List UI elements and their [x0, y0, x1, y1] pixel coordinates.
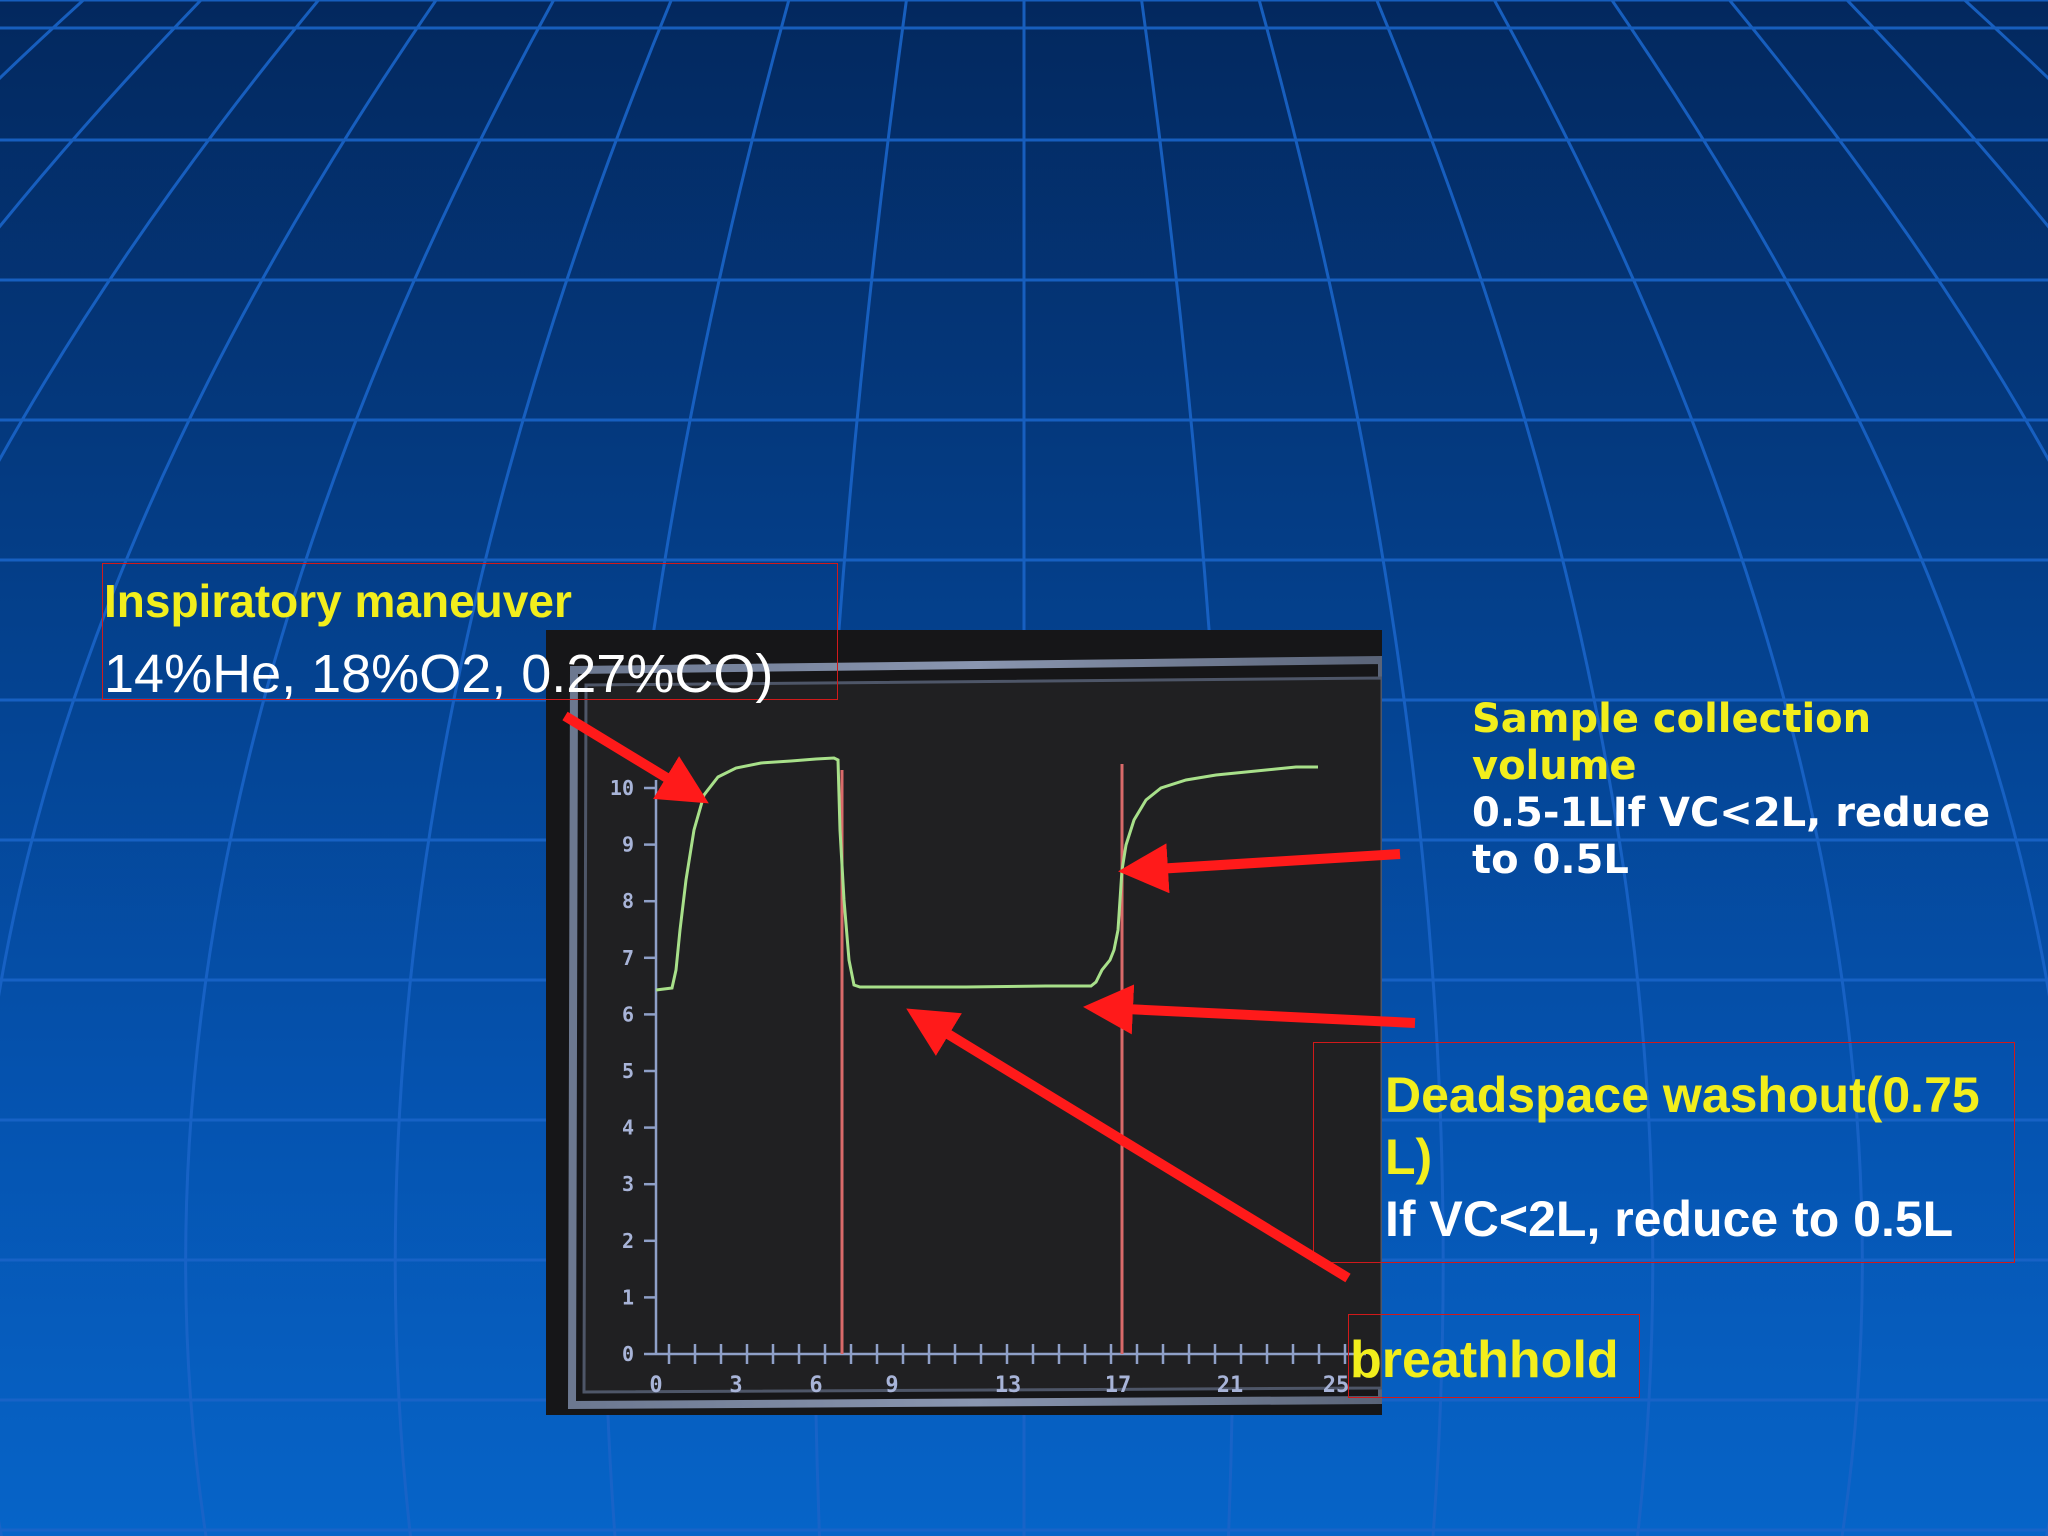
breathhold-label: breathhold	[1350, 1331, 1619, 1389]
grid-longitude-line	[1492, 0, 1864, 1536]
y-tick-label: 1	[622, 1285, 634, 1309]
arrow-to-sample-collection	[1118, 843, 1401, 894]
arrow-to-breathhold-plateau	[906, 1008, 1351, 1283]
gas-concentration-trace	[655, 756, 1318, 992]
arrow-to-deadspace-washout	[1083, 984, 1416, 1035]
sample-collection-title-line1: Sample collection	[1472, 696, 1872, 742]
deadspace-washout-title-line2: L)	[1385, 1129, 1433, 1185]
breathhold-label-box	[1348, 1314, 1640, 1398]
arrow-to-inspiration-rise	[562, 711, 709, 804]
x-tick-label: 25	[1323, 1373, 1350, 1398]
grid-longitude-line	[0, 0, 438, 1536]
grid-longitude-line	[1257, 0, 1445, 1536]
grid-longitude-line	[0, 0, 321, 463]
y-tick-label: 3	[622, 1172, 634, 1196]
x-tick-label: 3	[729, 1373, 742, 1398]
grid-longitude-line	[1610, 0, 2048, 1536]
y-tick-label: 0	[622, 1342, 634, 1366]
y-tick-label: 4	[622, 1116, 634, 1140]
y-tick-label: 2	[622, 1229, 634, 1253]
grid-longitude-line	[0, 0, 204, 229]
inspiratory-gas-mixture: 14%He, 18%O2, 0.27%CO)	[104, 644, 774, 704]
y-tick-label: 5	[622, 1059, 634, 1083]
x-tick-label: 6	[809, 1373, 822, 1398]
x-tick-label: 9	[885, 1373, 898, 1398]
grid-longitude-line	[1727, 0, 2048, 463]
grid-longitude-line	[393, 0, 673, 1536]
y-tick-label: 10	[610, 776, 634, 800]
y-tick-label: 6	[622, 1002, 634, 1026]
y-tick-label: 9	[622, 833, 634, 857]
grid-longitude-line	[184, 0, 556, 1536]
grid-longitude-line	[1844, 0, 2048, 229]
x-tick-label: 21	[1217, 1373, 1244, 1398]
sample-collection-title-line2: volume	[1472, 743, 1637, 789]
x-tick-label: 13	[995, 1373, 1022, 1398]
y-tick-label: 7	[622, 946, 634, 970]
inspiratory-label-box	[102, 563, 838, 700]
deadspace-washout-title-line1: Deadspace washout(0.75	[1385, 1067, 1980, 1123]
sample-collection-detail-line2: to 0.5L	[1472, 837, 1629, 883]
sample-collection-detail-line1: 0.5-1LIf VC<2L, reduce	[1472, 790, 1991, 836]
inspiratory-maneuver-title: Inspiratory maneuver	[104, 575, 572, 627]
deadspace-washout-detail: If VC<2L, reduce to 0.5L	[1385, 1191, 1954, 1247]
x-tick-label: 0	[649, 1373, 662, 1398]
grid-longitude-line	[1375, 0, 1655, 1536]
x-tick-label: 17	[1105, 1373, 1132, 1398]
y-tick-label: 8	[622, 889, 634, 913]
deadspace-label-box	[1313, 1042, 2015, 1263]
